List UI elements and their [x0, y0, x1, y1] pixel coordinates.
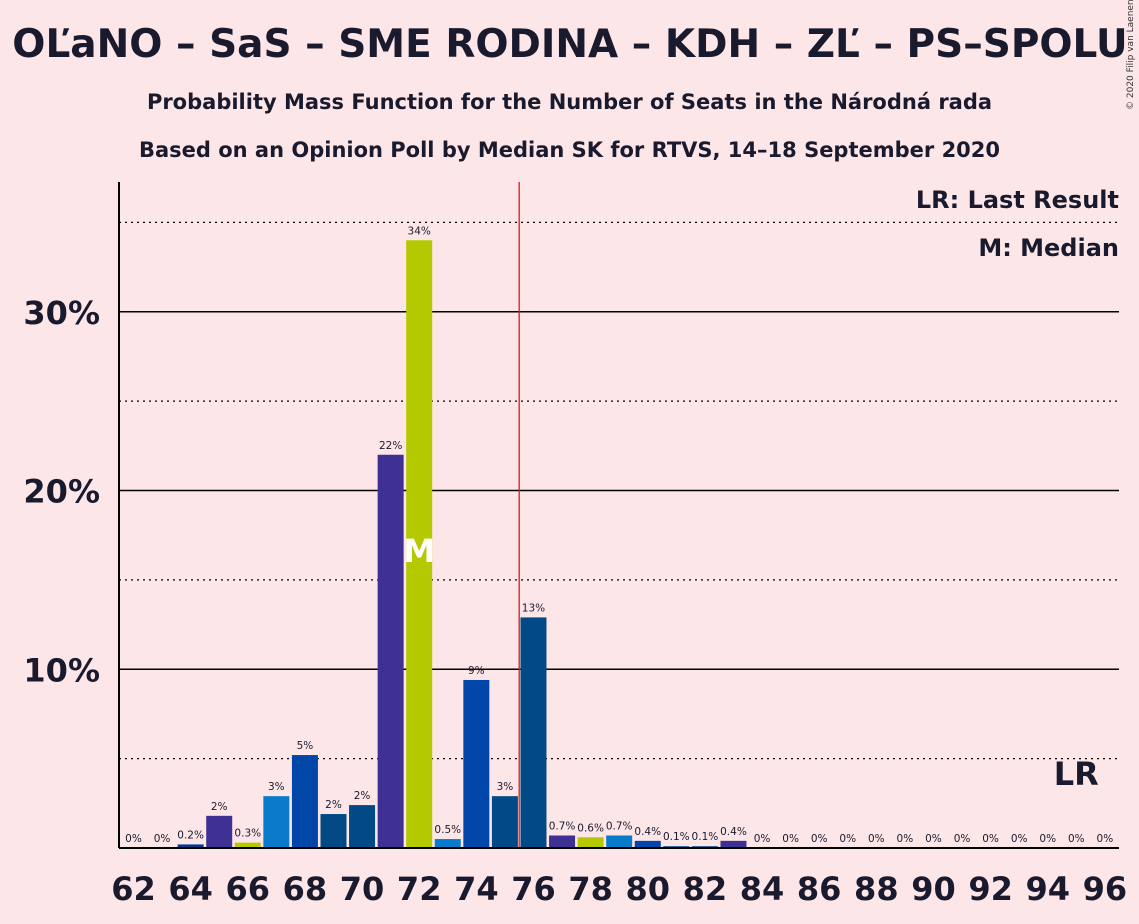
- median-marker: M: [403, 532, 435, 570]
- x-tick-label: 62: [111, 870, 156, 908]
- bar-value-label: 3%: [497, 781, 514, 793]
- y-tick-label: 20%: [23, 473, 100, 511]
- bar-value-label: 2%: [354, 790, 371, 802]
- x-tick-label: 90: [911, 870, 956, 908]
- bar: [291, 755, 318, 848]
- bar: [377, 454, 404, 848]
- bar-value-label: 0%: [811, 833, 828, 845]
- bar-value-label: 0.7%: [606, 820, 633, 832]
- bar: [634, 840, 661, 848]
- x-tick-label: 96: [1083, 870, 1128, 908]
- bar-value-label: 0%: [1011, 833, 1028, 845]
- bar-value-label: 0.5%: [434, 824, 461, 836]
- x-tick-label: 68: [283, 870, 328, 908]
- bar-value-label: 0.4%: [720, 826, 747, 838]
- bar: [349, 805, 376, 848]
- bar-value-label: 2%: [325, 799, 342, 811]
- bar: [320, 814, 347, 848]
- bar-value-label: 13%: [522, 602, 545, 614]
- bar: [406, 240, 433, 848]
- x-tick-label: 82: [683, 870, 728, 908]
- bar: [549, 835, 576, 848]
- chart-subtitle: Probability Mass Function for the Number…: [146, 90, 993, 114]
- bar-value-label: 0.7%: [549, 820, 576, 832]
- x-tick-label: 76: [511, 870, 556, 908]
- x-tick-label: 66: [226, 870, 271, 908]
- bar: [606, 835, 633, 848]
- bar-value-label: 0%: [982, 833, 999, 845]
- x-tick-label: 86: [797, 870, 842, 908]
- x-tick-label: 94: [1025, 870, 1070, 908]
- bar: [491, 796, 518, 848]
- bar: [263, 796, 290, 848]
- bar-value-label: 22%: [379, 440, 402, 452]
- bar-value-label: 9%: [468, 665, 485, 677]
- bar-value-label: 0%: [154, 833, 171, 845]
- bar: [720, 840, 747, 848]
- chart-source-subtitle: Based on an Opinion Poll by Median SK fo…: [138, 138, 1001, 162]
- bar: [206, 815, 233, 848]
- bar-value-label: 0%: [925, 833, 942, 845]
- x-tick-label: 80: [625, 870, 670, 908]
- bar-value-label: 0%: [839, 833, 856, 845]
- bar: [577, 837, 604, 848]
- x-tick-label: 70: [340, 870, 385, 908]
- bar-value-label: 0.2%: [177, 829, 204, 841]
- x-tick-label: 88: [854, 870, 899, 908]
- bar-value-label: 0%: [125, 833, 142, 845]
- bar-value-label: 0%: [1068, 833, 1085, 845]
- bar-value-label: 2%: [211, 801, 228, 813]
- bar-value-label: 0.1%: [663, 831, 690, 843]
- bar-value-label: 0%: [1039, 833, 1056, 845]
- bar: [177, 844, 204, 848]
- y-tick-label: 30%: [23, 294, 100, 332]
- bar-value-label: 0.4%: [634, 826, 661, 838]
- bar-value-label: 0.3%: [234, 828, 261, 840]
- bar: [463, 679, 490, 848]
- x-tick-label: 84: [740, 870, 785, 908]
- bar-value-label: 0%: [1097, 833, 1114, 845]
- bar-value-label: 5%: [297, 740, 314, 752]
- chart-title: OĽaNO – SaS – SME RODINA – KDH – ZĽ – PS…: [12, 22, 1128, 67]
- bar-value-label: 0%: [897, 833, 914, 845]
- bar-value-label: 0%: [954, 833, 971, 845]
- x-tick-label: 78: [568, 870, 613, 908]
- bar-value-label: 0%: [782, 833, 799, 845]
- bar: [234, 842, 261, 848]
- legend-last-result: LR: Last Result: [915, 186, 1119, 214]
- bar: [520, 617, 547, 848]
- bar-value-label: 34%: [408, 225, 431, 237]
- legend-median: M: Median: [978, 234, 1119, 262]
- x-tick-label: 74: [454, 870, 499, 908]
- x-tick-label: 64: [168, 870, 213, 908]
- last-result-marker: LR: [1054, 755, 1099, 793]
- bar-value-label: 0.6%: [577, 822, 604, 834]
- bar-value-label: 0.1%: [692, 831, 719, 843]
- bar-value-label: 0%: [868, 833, 885, 845]
- bar: [434, 839, 461, 848]
- x-tick-label: 92: [968, 870, 1013, 908]
- bar-value-label: 0%: [754, 833, 771, 845]
- x-tick-label: 72: [397, 870, 442, 908]
- y-tick-label: 10%: [23, 651, 100, 689]
- bar-value-label: 3%: [268, 781, 285, 793]
